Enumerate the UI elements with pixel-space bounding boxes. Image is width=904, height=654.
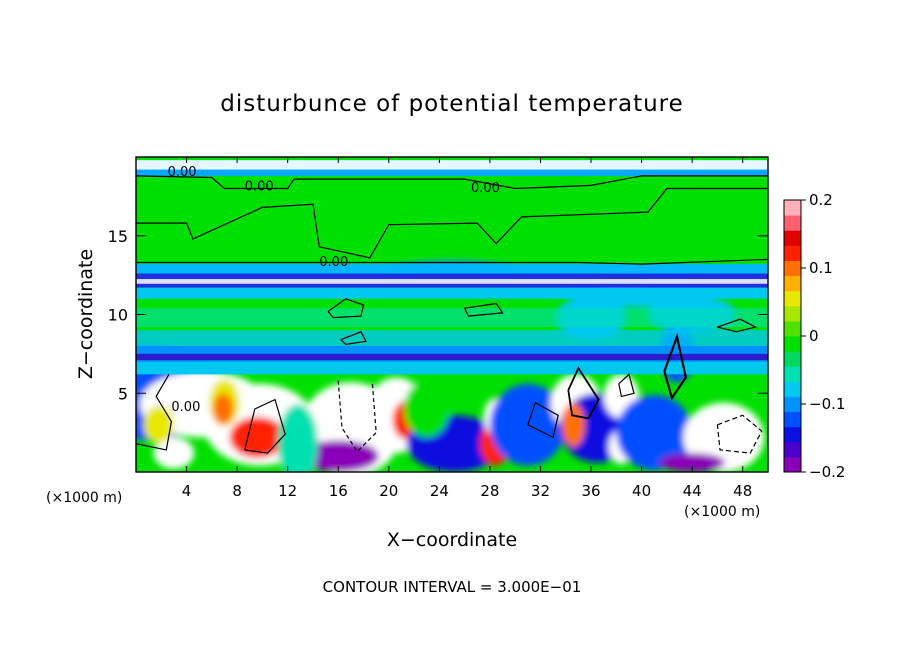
- x-axis: 4 8 12 16 20 24 28 32 36 40 44 48: [182, 157, 752, 500]
- colorbar-tick-label: −0.2: [809, 463, 845, 481]
- field-blob: [561, 402, 585, 447]
- colorbar-segment: [784, 366, 801, 382]
- y-axis-label: Z−coordinate: [75, 249, 97, 379]
- contour-line: [136, 374, 173, 451]
- heatmap-field: 0.00 0.00 0.00 0.00 0.00: [136, 157, 768, 472]
- x-tick-label: 4: [182, 482, 192, 500]
- field-band: [136, 287, 768, 299]
- contour-line: [716, 414, 763, 454]
- contour-line: [340, 331, 367, 346]
- field-blob: [213, 393, 234, 425]
- x-tick-label: 32: [531, 482, 550, 500]
- x-tick-label: 48: [733, 482, 752, 500]
- colorbar-segment: [784, 200, 801, 216]
- field-band: [136, 279, 768, 284]
- field-blob: [277, 404, 319, 472]
- contour-line: [136, 258, 768, 265]
- x-tick-label: 12: [278, 482, 297, 500]
- colorbar-segment: [784, 351, 801, 367]
- colorbar-segment: [784, 215, 801, 231]
- field-blob: [616, 394, 693, 471]
- field-band: [136, 160, 768, 170]
- x-unit-left: (×1000 m): [46, 490, 122, 506]
- contour-line: [464, 302, 504, 317]
- field-blob: [143, 405, 174, 444]
- x-tick-label: 24: [430, 482, 449, 500]
- contour-line: [663, 332, 687, 401]
- field-blob: [153, 437, 195, 469]
- colorbar-segment: [784, 381, 801, 397]
- colorbar-ticks: 0.2 0.1 0 −0.1 −0.2: [801, 191, 845, 481]
- y-tick-label: 10: [108, 306, 128, 325]
- contour-label: 0.00: [171, 400, 200, 415]
- colorbar-segment: [784, 260, 801, 277]
- field-band: [136, 308, 768, 328]
- colorbar-tick-label: 0.1: [809, 259, 833, 277]
- x-tick-label: 44: [683, 482, 702, 500]
- colorbar-segment: [784, 426, 801, 443]
- contour-interval-note: CONTOUR INTERVAL = 3.000E−01: [323, 578, 582, 596]
- contour-label: 0.00: [245, 179, 274, 194]
- field-band: [136, 353, 768, 361]
- field-blob: [297, 440, 379, 472]
- colorbar-segment: [784, 320, 801, 337]
- field-blob: [659, 453, 726, 472]
- x-tick-label: 8: [232, 482, 242, 500]
- contour-label: 0.00: [168, 165, 197, 180]
- colorbar: [783, 199, 802, 473]
- field-band: [136, 330, 768, 346]
- chart-title: disturbunce of potential temperature: [220, 91, 684, 117]
- colorbar-segment: [784, 245, 801, 261]
- contour-line: [136, 187, 768, 259]
- y-axis: 5 10 15: [108, 227, 768, 403]
- colorbar-tick-label: −0.1: [809, 395, 845, 413]
- colorbar-segment: [784, 441, 801, 458]
- colorbar-segment: [784, 230, 801, 246]
- contour-label: 0.00: [319, 255, 348, 270]
- y-tick-label: 15: [108, 227, 128, 246]
- contour-line: [337, 380, 377, 453]
- x-tick-label: 20: [379, 482, 398, 500]
- colorbar-segment: [784, 396, 801, 413]
- x-tick-label: 28: [480, 482, 499, 500]
- x-unit-right: (×1000 m): [684, 504, 760, 520]
- contour-label: 0.00: [471, 181, 500, 196]
- contour-line: [244, 398, 286, 454]
- colorbar-tick-label: 0: [809, 327, 819, 345]
- colorbar-tick-label: 0.2: [809, 191, 833, 209]
- contour-line: [717, 318, 758, 333]
- x-tick-label: 36: [581, 482, 600, 500]
- x-tick-label: 40: [632, 482, 651, 500]
- colorbar-segment: [784, 336, 801, 352]
- x-tick-label: 16: [329, 482, 348, 500]
- contour-line: [136, 175, 768, 190]
- contour-line: [567, 366, 600, 420]
- colorbar-segment: [784, 290, 801, 307]
- field-blob: [229, 416, 286, 458]
- contour-line: [618, 373, 635, 398]
- colorbar-segment: [784, 305, 801, 322]
- x-axis-label: X−coordinate: [387, 529, 517, 551]
- contour-line: [527, 401, 559, 439]
- contour-line: [327, 298, 365, 319]
- colorbar-segment: [784, 456, 801, 473]
- colorbar-segment: [784, 411, 801, 428]
- field-band: [136, 264, 768, 274]
- colorbar-segment: [784, 275, 801, 292]
- field-blob: [403, 380, 450, 438]
- y-tick-label: 5: [118, 384, 128, 403]
- field-band: [136, 361, 768, 375]
